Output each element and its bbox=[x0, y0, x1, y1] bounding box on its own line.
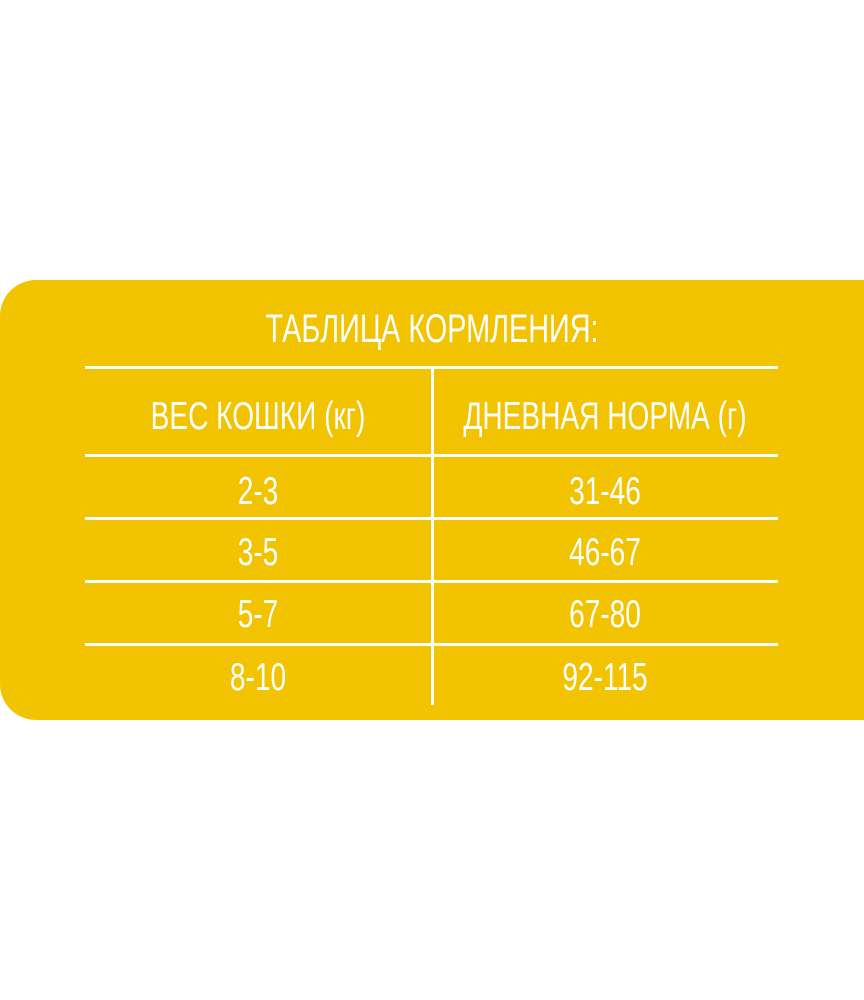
cell-weight: 8-10 bbox=[229, 656, 287, 699]
header-daily-norm: ДНЕВНАЯ НОРМА (г) bbox=[463, 395, 747, 438]
cell-weight: 2-3 bbox=[237, 470, 279, 513]
column-divider bbox=[431, 367, 434, 705]
cell-weight: 5-7 bbox=[237, 593, 279, 636]
cell-norm: 92-115 bbox=[562, 656, 648, 699]
cell-weight: 3-5 bbox=[237, 531, 279, 574]
table-title: ТАБЛИЦА КОРМЛЕНИЯ: bbox=[265, 307, 599, 351]
cell-norm: 46-67 bbox=[569, 531, 641, 574]
cell-norm: 67-80 bbox=[569, 593, 641, 636]
header-cat-weight: ВЕС КОШКИ (кг) bbox=[150, 395, 366, 438]
cell-norm: 31-46 bbox=[569, 470, 641, 513]
